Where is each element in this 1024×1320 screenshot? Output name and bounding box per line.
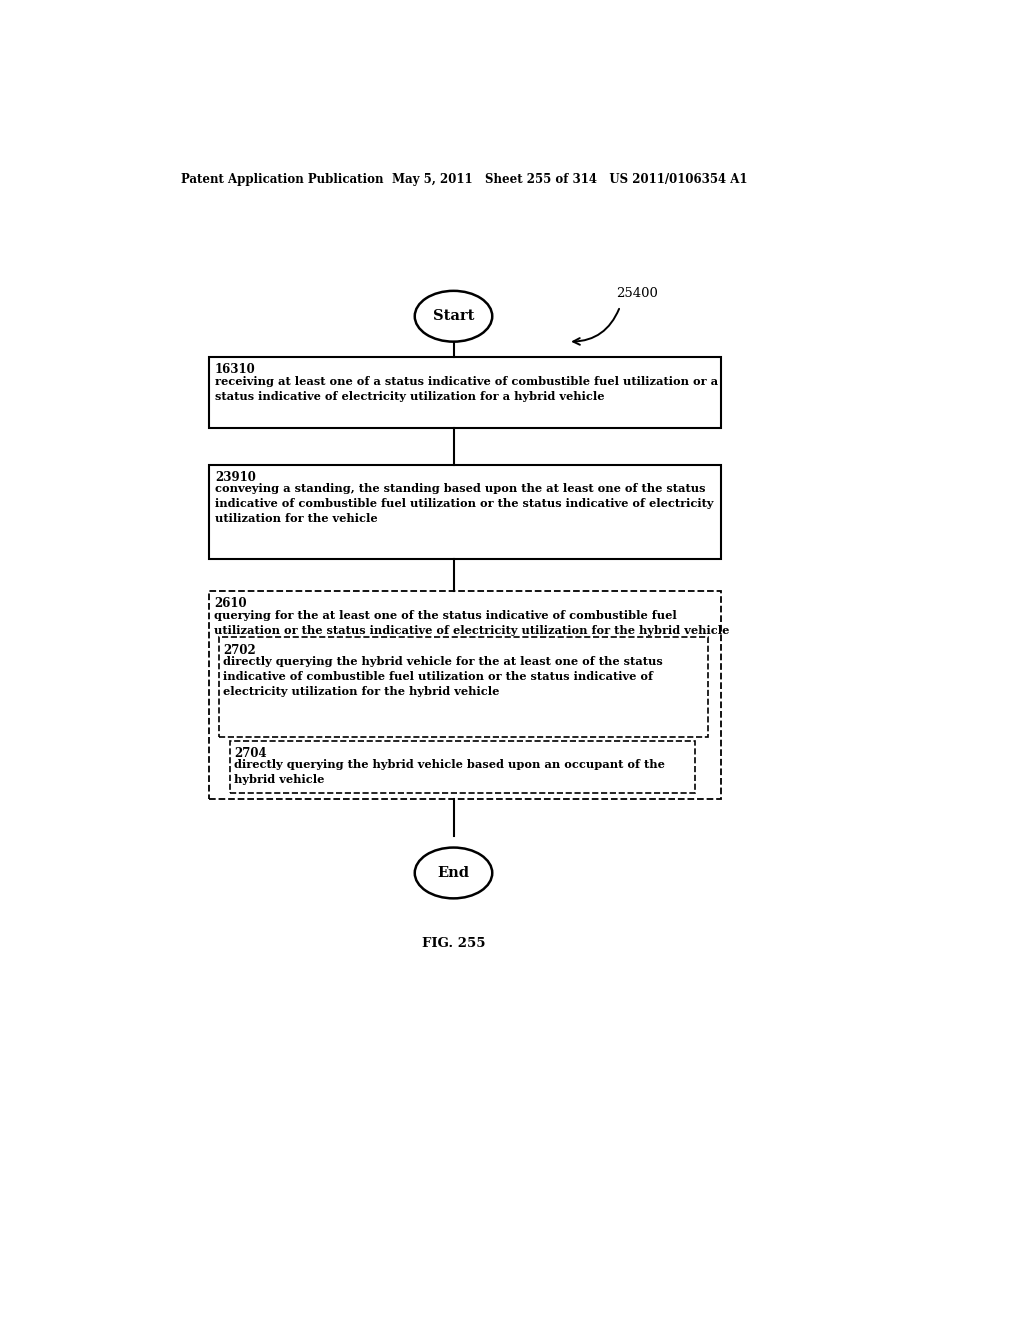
Bar xyxy=(209,358,721,428)
Bar xyxy=(209,465,721,558)
Text: directly querying the hybrid vehicle based upon an occupant of the
hybrid vehicl: directly querying the hybrid vehicle bas… xyxy=(234,759,665,785)
Text: querying for the at least one of the status indicative of combustible fuel
utili: querying for the at least one of the sta… xyxy=(214,610,729,636)
Text: 16310: 16310 xyxy=(215,363,256,376)
Bar xyxy=(219,638,708,738)
Ellipse shape xyxy=(415,847,493,899)
Text: 23910: 23910 xyxy=(215,471,256,484)
FancyArrowPatch shape xyxy=(573,309,620,345)
Text: receiving at least one of a status indicative of combustible fuel utilization or: receiving at least one of a status indic… xyxy=(215,376,718,401)
Text: FIG. 255: FIG. 255 xyxy=(422,937,485,950)
Text: 2610: 2610 xyxy=(214,598,247,610)
Text: End: End xyxy=(437,866,469,880)
Text: 25400: 25400 xyxy=(616,286,658,300)
Text: Start: Start xyxy=(433,309,474,323)
Text: May 5, 2011   Sheet 255 of 314   US 2011/0106354 A1: May 5, 2011 Sheet 255 of 314 US 2011/010… xyxy=(391,173,746,186)
Text: 2704: 2704 xyxy=(234,747,267,760)
Bar xyxy=(209,591,721,799)
Bar xyxy=(230,741,695,793)
Text: conveying a standing, the standing based upon the at least one of the status
ind: conveying a standing, the standing based… xyxy=(215,483,714,524)
Ellipse shape xyxy=(415,290,493,342)
Text: Patent Application Publication: Patent Application Publication xyxy=(180,173,383,186)
Text: directly querying the hybrid vehicle for the at least one of the status
indicati: directly querying the hybrid vehicle for… xyxy=(223,656,664,697)
Text: 2702: 2702 xyxy=(223,644,256,656)
